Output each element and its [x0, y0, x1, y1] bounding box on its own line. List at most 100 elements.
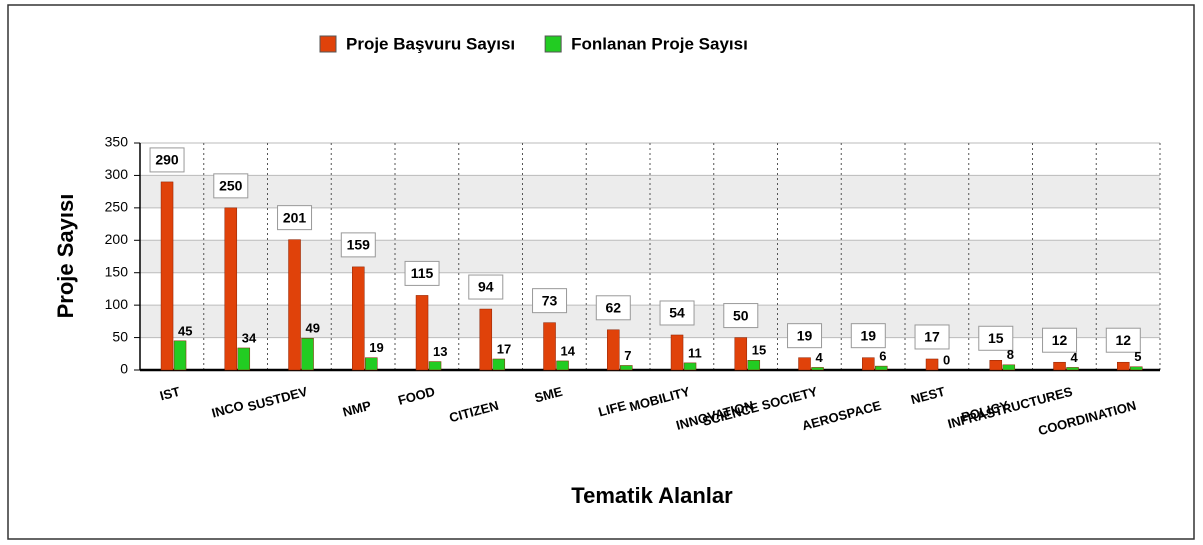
value-label-bg	[149, 147, 185, 173]
value-label-box: 19	[850, 323, 886, 349]
value-label-bg	[1042, 327, 1078, 353]
value-label-box: 54	[659, 300, 695, 326]
value-label: 11	[688, 345, 702, 360]
value-label: 94	[478, 279, 494, 295]
value-label: 201	[283, 209, 307, 225]
value-label-bg	[468, 274, 504, 300]
value-label: 0	[943, 352, 950, 367]
y-tick-label: 300	[105, 166, 129, 182]
value-label: 45	[178, 323, 192, 338]
value-label-bg	[723, 303, 759, 329]
bar	[428, 361, 442, 371]
value-label-box: 19	[787, 323, 823, 349]
value-label-bg	[404, 260, 440, 286]
bar	[492, 358, 506, 371]
bar	[811, 367, 824, 371]
value-label: 19	[369, 340, 383, 355]
value-label-bg	[213, 173, 249, 199]
x-axis-title: Tematik Alanlar	[571, 483, 733, 508]
value-label-box: 62	[595, 295, 631, 321]
value-label: 15	[752, 343, 766, 358]
legend-label: Proje Başvuru Sayısı	[346, 34, 515, 53]
value-label: 19	[860, 327, 876, 343]
value-label: 250	[219, 178, 243, 194]
x-tick-label: SME	[533, 384, 564, 406]
value-label-bg	[978, 325, 1014, 351]
value-label-box: 115	[404, 260, 440, 286]
value-label-box: 250	[213, 173, 249, 199]
grid-band	[140, 240, 1160, 273]
value-label: 54	[669, 305, 685, 321]
bar	[237, 347, 251, 371]
y-axis-title: Proje Sayısı	[53, 194, 78, 319]
value-label: 7	[624, 348, 631, 363]
value-label: 62	[605, 299, 621, 315]
value-label-box: 290	[149, 147, 185, 173]
x-tick-label: LIFE	[597, 398, 628, 420]
bar	[288, 239, 301, 371]
y-tick-label: 250	[105, 199, 129, 215]
y-tick-label: 350	[105, 134, 129, 150]
bar	[670, 334, 684, 371]
value-label: 13	[433, 344, 447, 359]
x-tick-label: NMP	[341, 398, 373, 420]
bar	[620, 365, 633, 371]
y-tick-label: 200	[105, 231, 129, 247]
legend-swatch	[544, 35, 562, 53]
value-label-box: 201	[277, 205, 313, 231]
value-label: 14	[561, 343, 576, 358]
value-label: 290	[155, 152, 179, 168]
bar	[352, 266, 365, 371]
value-label-bg	[659, 300, 695, 326]
grid-band	[140, 175, 1160, 208]
value-label-box: 50	[723, 303, 759, 329]
value-label: 34	[242, 330, 257, 345]
value-label-bg	[914, 324, 950, 350]
value-label: 159	[347, 237, 371, 253]
value-label: 4	[816, 350, 824, 365]
bar	[1117, 361, 1130, 371]
bar	[173, 340, 187, 371]
y-tick-label: 150	[105, 263, 129, 279]
value-label: 50	[733, 307, 749, 323]
bar	[798, 357, 811, 371]
value-label-bg	[277, 205, 313, 231]
value-label-box: 159	[340, 232, 376, 258]
bar	[224, 207, 238, 371]
value-label-bg	[1105, 327, 1141, 353]
bar	[734, 337, 748, 371]
value-label: 19	[797, 327, 813, 343]
value-label: 12	[1052, 332, 1068, 348]
x-tick-label: IST	[158, 384, 181, 404]
bar	[925, 358, 939, 371]
value-label-box: 17	[914, 324, 950, 350]
bar	[989, 360, 1003, 371]
bar	[543, 322, 556, 371]
value-label: 17	[924, 329, 940, 345]
bar	[415, 295, 429, 371]
y-tick-label: 50	[112, 328, 128, 344]
bar	[1053, 361, 1066, 371]
value-label-box: 15	[978, 325, 1014, 351]
bar	[301, 337, 314, 371]
value-label: 12	[1115, 332, 1131, 348]
legend-swatch	[319, 35, 337, 53]
legend-label: Fonlanan Proje Sayısı	[571, 34, 748, 53]
value-label: 15	[988, 330, 1004, 346]
bar	[747, 360, 761, 371]
bar	[607, 329, 620, 371]
bar	[556, 360, 569, 371]
value-label-box: 12	[1105, 327, 1141, 353]
bar	[479, 308, 493, 371]
value-label: 49	[306, 321, 320, 336]
value-label-bg	[340, 232, 376, 258]
bar	[365, 357, 378, 371]
value-label: 6	[879, 349, 886, 364]
value-label: 4	[1071, 350, 1079, 365]
bar	[1130, 366, 1143, 371]
value-label: 17	[497, 341, 511, 356]
value-label-bg	[532, 288, 568, 314]
y-tick-label: 0	[120, 361, 128, 377]
value-label: 5	[1134, 349, 1141, 364]
